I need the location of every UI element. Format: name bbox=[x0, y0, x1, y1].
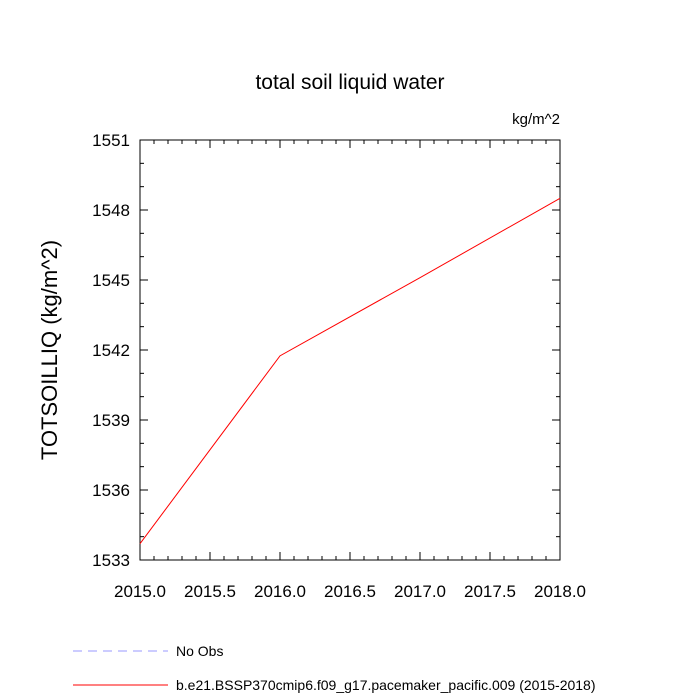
x-tick-label: 2015.5 bbox=[184, 582, 236, 601]
x-tick-label: 2015.0 bbox=[114, 582, 166, 601]
y-tick-label: 1551 bbox=[92, 131, 130, 150]
x-tick-label: 2017.5 bbox=[464, 582, 516, 601]
plot-frame bbox=[139, 139, 561, 561]
y-tick-label: 1533 bbox=[92, 551, 130, 570]
series-lines bbox=[139, 197, 561, 544]
x-tick-label: 2017.0 bbox=[394, 582, 446, 601]
legend-label: No Obs bbox=[176, 643, 223, 659]
legend: No Obs b.e21.BSSP370cmip6.f09_g17.pacemak… bbox=[73, 643, 596, 693]
y-axis-label: TOTSOILLIQ (kg/m^2) bbox=[37, 240, 62, 460]
legend-label: b.e21.BSSP370cmip6.f09_g17.pacemaker_pac… bbox=[176, 677, 596, 693]
y-tick-label: 1545 bbox=[92, 271, 130, 290]
series-line bbox=[139, 197, 561, 544]
y-tick-label: 1539 bbox=[92, 411, 130, 430]
chart-title: total soil liquid water bbox=[255, 71, 444, 94]
y-tick-label: 1542 bbox=[92, 341, 130, 360]
units-label: kg/m^2 bbox=[512, 111, 560, 128]
x-tick-label: 2016.0 bbox=[254, 582, 306, 601]
y-tick-label: 1548 bbox=[92, 201, 130, 220]
x-tick-label: 2016.5 bbox=[324, 582, 376, 601]
axis-tick-labels: 2015.0 2015.5 2016.0 2016.5 2017.0 2017.5 2018… bbox=[92, 131, 586, 601]
y-tick-label: 1536 bbox=[92, 481, 130, 500]
x-tick-label: 2018.0 bbox=[534, 582, 586, 601]
axis-ticks bbox=[139, 139, 561, 561]
